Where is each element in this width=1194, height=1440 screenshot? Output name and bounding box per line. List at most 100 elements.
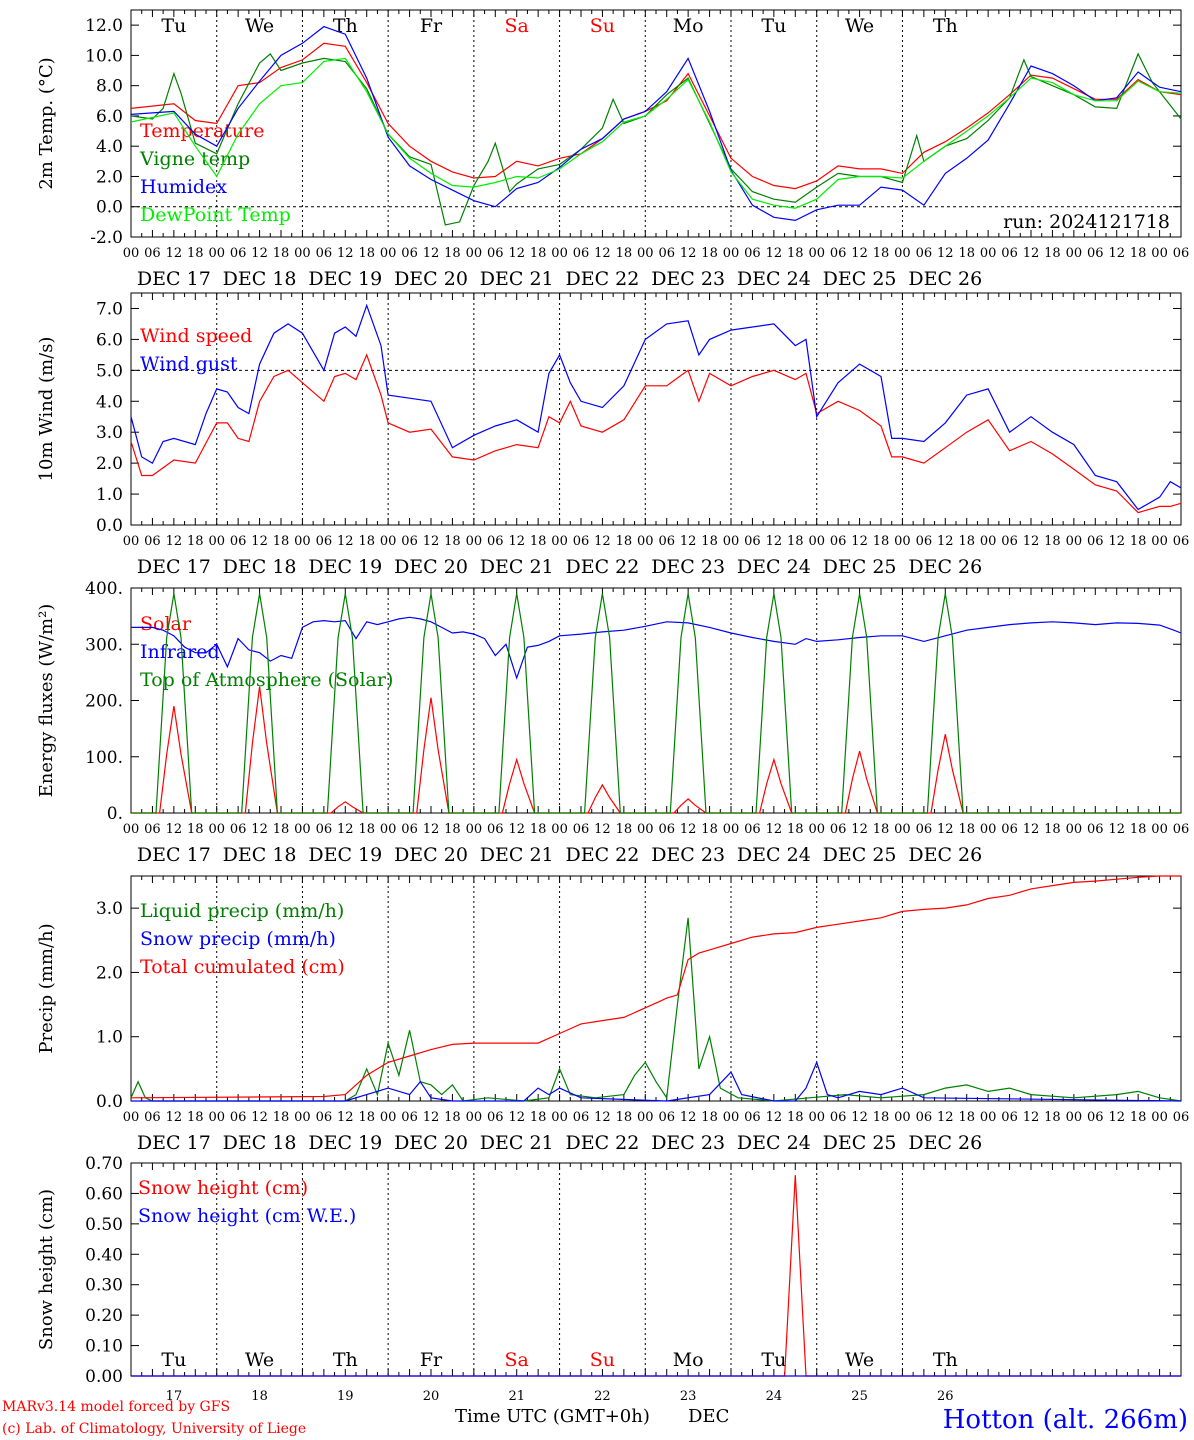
series-line <box>131 686 1181 814</box>
hour-tick-label: 00 <box>1066 1110 1083 1125</box>
hour-tick-label: 12 <box>680 534 697 549</box>
y-axis-label: Snow height (cm) <box>36 1189 57 1350</box>
hour-tick-label: 00 <box>294 534 311 549</box>
hour-tick-label: 12 <box>508 1110 525 1125</box>
hour-tick-label: 06 <box>1173 534 1190 549</box>
legend-label: Wind gust <box>140 353 238 375</box>
hour-tick-label: 00 <box>808 246 825 261</box>
time-axis-label: Time UTC (GMT+0h) <box>455 1406 650 1427</box>
hour-tick-label: 18 <box>187 1110 204 1125</box>
date-label: DEC 24 <box>737 268 811 290</box>
date-label: DEC 25 <box>823 268 897 290</box>
date-label: DEC 21 <box>480 1132 554 1154</box>
date-label: DEC 22 <box>565 268 639 290</box>
hour-tick-label: 18 <box>358 534 375 549</box>
series-line <box>130 25 1182 222</box>
hour-tick-label: 18 <box>701 246 718 261</box>
hour-tick-label: 00 <box>208 822 225 837</box>
date-label: DEC 21 <box>480 844 554 866</box>
hour-tick-label: 00 <box>380 1110 397 1125</box>
day-number-label: 18 <box>251 1389 268 1404</box>
series-line <box>130 353 1182 514</box>
hour-tick-label: 00 <box>380 822 397 837</box>
hour-tick-label: 18 <box>444 246 461 261</box>
hour-tick-label: 18 <box>273 246 290 261</box>
hour-tick-label: 12 <box>1023 534 1040 549</box>
month-label: DEC <box>688 1406 729 1427</box>
hour-tick-label: 18 <box>1130 246 1147 261</box>
hour-tick-label: 06 <box>230 822 247 837</box>
plot-frame <box>130 587 1182 814</box>
day-number-label: 22 <box>594 1389 611 1404</box>
hour-tick-label: 00 <box>808 1110 825 1125</box>
series-line <box>131 1060 1182 1102</box>
y-tick-label: 0.10 <box>85 1337 123 1357</box>
hour-tick-label: 12 <box>1108 1110 1125 1125</box>
station-name: Hotton (alt. 266m) <box>943 1405 1188 1435</box>
date-label: DEC 22 <box>565 556 639 578</box>
weekday-label: Th <box>333 1349 358 1371</box>
hour-tick-label: 00 <box>723 534 740 549</box>
hour-tick-label: 18 <box>530 246 547 261</box>
hour-tick-label: 00 <box>637 822 654 837</box>
hour-tick-label: 06 <box>1087 534 1104 549</box>
hour-tick-label: 00 <box>637 1110 654 1125</box>
hour-tick-label: 00 <box>894 1110 911 1125</box>
hour-tick-label: 12 <box>680 1110 697 1125</box>
y-tick-label: 7.0 <box>96 299 123 319</box>
date-label: DEC 18 <box>223 844 297 866</box>
date-label: DEC 17 <box>137 556 211 578</box>
hour-tick-label: 18 <box>1130 534 1147 549</box>
date-label: DEC 26 <box>908 268 982 290</box>
hour-tick-label: 06 <box>401 1110 418 1125</box>
weekday-label: Fr <box>420 15 443 37</box>
hour-tick-label: 18 <box>187 246 204 261</box>
hour-tick-label: 06 <box>658 534 675 549</box>
hour-tick-label: 06 <box>316 246 333 261</box>
hour-tick-label: 12 <box>251 1110 268 1125</box>
hour-tick-label: 06 <box>144 246 161 261</box>
hour-tick-label: 12 <box>166 822 183 837</box>
weekday-label: Th <box>933 1349 958 1371</box>
date-label: DEC 17 <box>137 844 211 866</box>
hour-tick-label: 18 <box>958 822 975 837</box>
hour-tick-label: 12 <box>166 1110 183 1125</box>
y-tick-label: 200. <box>85 692 123 712</box>
y-tick-label: 300. <box>85 635 123 655</box>
hour-tick-label: 06 <box>316 822 333 837</box>
weekday-label: We <box>245 15 274 37</box>
hour-tick-label: 18 <box>787 822 804 837</box>
hour-tick-label: 12 <box>766 822 783 837</box>
date-label: DEC 17 <box>137 268 211 290</box>
y-axis-label: Precip (mm/h) <box>36 923 57 1053</box>
series-line <box>131 616 1182 680</box>
hour-tick-label: 18 <box>787 534 804 549</box>
hour-tick-label: 18 <box>701 822 718 837</box>
date-label: DEC 17 <box>137 1132 211 1154</box>
hour-tick-label: 06 <box>830 246 847 261</box>
hour-tick-label: 00 <box>466 246 483 261</box>
weekday-label: Fr <box>420 1349 443 1371</box>
hour-tick-label: 06 <box>487 246 504 261</box>
legend-label: Infrared <box>140 641 220 663</box>
hour-tick-label: 06 <box>230 246 247 261</box>
date-label: DEC 20 <box>394 844 468 866</box>
hour-tick-label: 12 <box>508 822 525 837</box>
weekday-label: Th <box>933 15 958 37</box>
hour-tick-label: 00 <box>980 822 997 837</box>
hour-tick-label: 12 <box>1023 246 1040 261</box>
hour-tick-label: 00 <box>980 246 997 261</box>
hour-tick-label: 12 <box>851 246 868 261</box>
hour-tick-label: 12 <box>166 246 183 261</box>
weekday-label: Mo <box>673 15 704 37</box>
hour-tick-label: 18 <box>701 534 718 549</box>
date-label: DEC 25 <box>823 1132 897 1154</box>
date-label: DEC 20 <box>394 268 468 290</box>
hour-tick-label: 18 <box>187 534 204 549</box>
hour-tick-label: 12 <box>851 534 868 549</box>
y-tick-label: 2.0 <box>96 167 123 187</box>
hour-tick-label: 06 <box>230 534 247 549</box>
hour-tick-label: 12 <box>937 246 954 261</box>
hour-tick-label: 00 <box>551 246 568 261</box>
